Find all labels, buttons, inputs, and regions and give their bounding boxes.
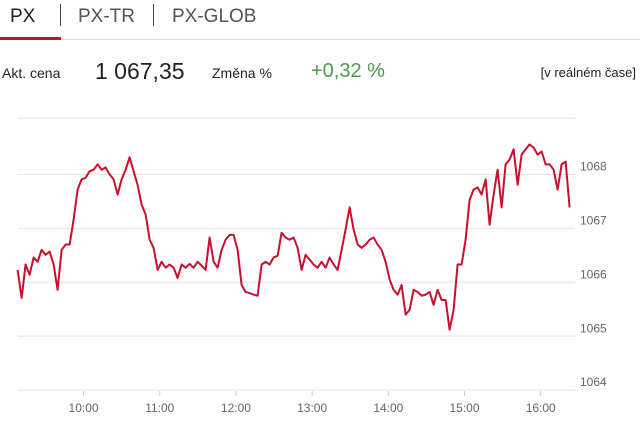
y-tick-label: 1065 (580, 321, 607, 335)
active-tab-underline (0, 37, 61, 40)
y-tick-label: 1067 (580, 214, 607, 228)
x-tick-label: 16:00 (526, 401, 556, 415)
tab[interactable]: PX-GLOB (172, 6, 257, 27)
price: 1 067,35 (95, 58, 185, 84)
x-tick-label: 13:00 (297, 401, 327, 415)
x-tick-label: 11:00 (145, 401, 174, 415)
tab-rule (0, 39, 640, 40)
separator (60, 4, 61, 26)
realtime-note: [v reálném čase] (540, 65, 636, 80)
tab[interactable]: PX (10, 6, 36, 27)
price-label: Akt. cena (2, 65, 61, 81)
x-tick-label: 10:00 (69, 401, 99, 415)
y-tick-label: 1066 (580, 267, 607, 281)
tab[interactable]: PX-TR (78, 6, 135, 27)
price-line (16, 143, 571, 331)
change: +0,32 % (311, 60, 385, 82)
y-tick-label: 1068 (580, 160, 607, 174)
x-tick-label: 14:00 (373, 401, 403, 415)
separator (153, 4, 154, 26)
x-tick-label: 12:00 (221, 401, 251, 415)
change-label: Změna % (212, 65, 272, 81)
x-tick-label: 15:00 (450, 401, 480, 415)
y-tick-label: 1064 (580, 375, 607, 389)
